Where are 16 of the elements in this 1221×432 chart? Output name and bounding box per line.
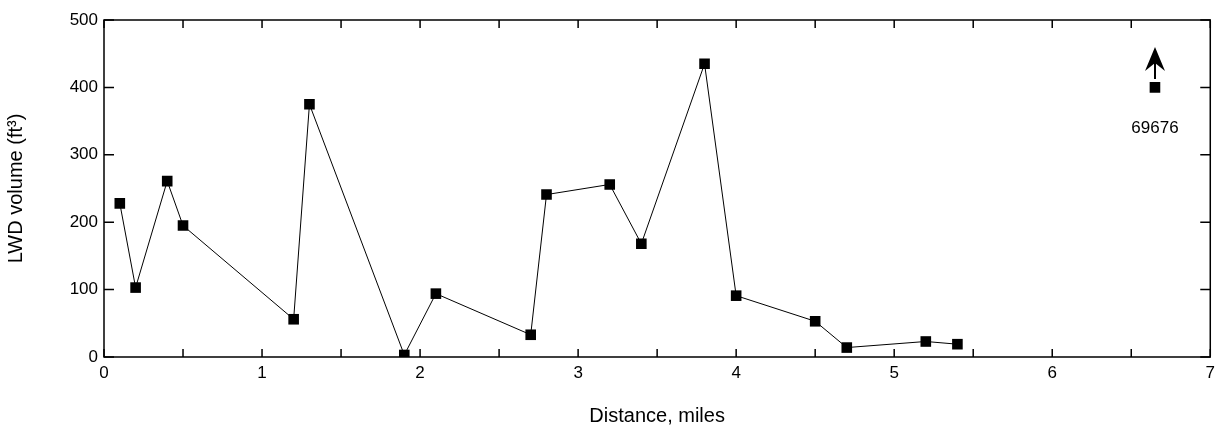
y-tick-label: 100 [69, 279, 98, 299]
x-tick-label: 7 [1205, 362, 1216, 382]
y-tick-label: 200 [69, 211, 98, 231]
x-tick-label: 6 [1047, 362, 1057, 382]
x-tick-label: 3 [573, 362, 583, 382]
x-tick-label: 4 [731, 362, 741, 382]
y-tick-label: 500 [69, 9, 98, 29]
y-tick-label: 0 [88, 346, 98, 366]
y-tick-label: 400 [69, 77, 98, 97]
x-tick-label: 5 [889, 362, 899, 382]
x-axis-title: Distance, miles [589, 403, 725, 426]
x-tick-label: 1 [257, 362, 267, 382]
x-tick-label: 2 [415, 362, 425, 382]
annotation: 69676 [1131, 118, 1179, 138]
y-axis-title: LWD volume (ft³) [3, 113, 26, 264]
y-tick-label: 300 [69, 144, 98, 164]
